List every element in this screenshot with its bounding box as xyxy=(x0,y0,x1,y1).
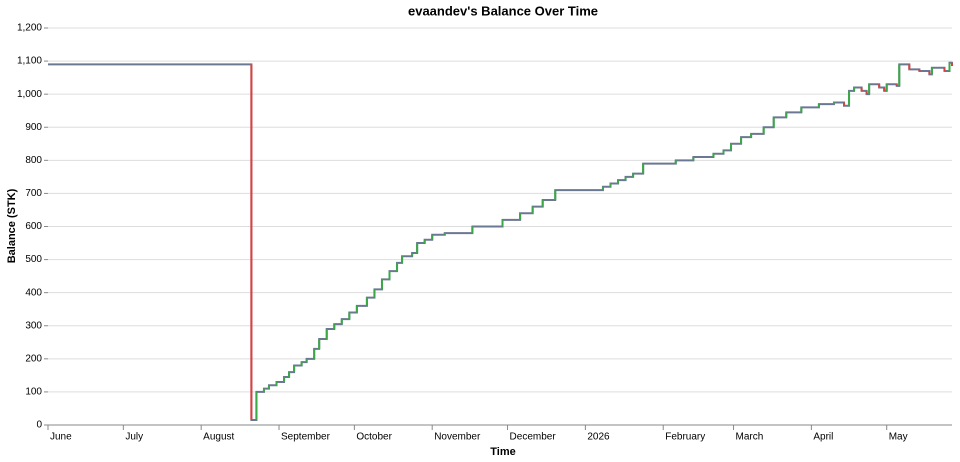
y-tick-label: 0 xyxy=(36,420,42,431)
x-tick-label: 2026 xyxy=(587,432,610,443)
y-tick-label: 100 xyxy=(25,387,42,398)
y-tick-label: 200 xyxy=(25,353,42,364)
x-tick-label: August xyxy=(203,432,234,443)
x-tick-label: December xyxy=(510,432,557,443)
chart-title: evaandev's Balance Over Time xyxy=(408,3,598,18)
x-tick-label: March xyxy=(736,432,764,443)
x-tick-label: July xyxy=(125,432,143,443)
y-tick-label: 1,100 xyxy=(17,56,42,67)
x-tick-label: October xyxy=(356,432,392,443)
x-tick-label: September xyxy=(281,432,331,443)
x-tick-label: November xyxy=(434,432,481,443)
x-tick-label: May xyxy=(889,432,908,443)
y-tick-label: 400 xyxy=(25,287,42,298)
balance-line xyxy=(48,61,953,422)
x-tick-label: February xyxy=(665,432,705,443)
x-tick-label: April xyxy=(813,432,833,443)
y-axis-title: Balance (STK) xyxy=(6,188,18,263)
y-tick-label: 500 xyxy=(25,254,42,265)
y-tick-label: 300 xyxy=(25,320,42,331)
y-tick-label: 900 xyxy=(25,122,42,133)
x-axis-title: Time xyxy=(490,446,515,458)
y-tick-label: 800 xyxy=(25,155,42,166)
y-tick-label: 700 xyxy=(25,188,42,199)
y-tick-label: 600 xyxy=(25,221,42,232)
x-tick-label: June xyxy=(50,432,72,443)
y-tick-label: 1,000 xyxy=(17,89,42,100)
y-tick-label: 1,200 xyxy=(17,23,42,34)
